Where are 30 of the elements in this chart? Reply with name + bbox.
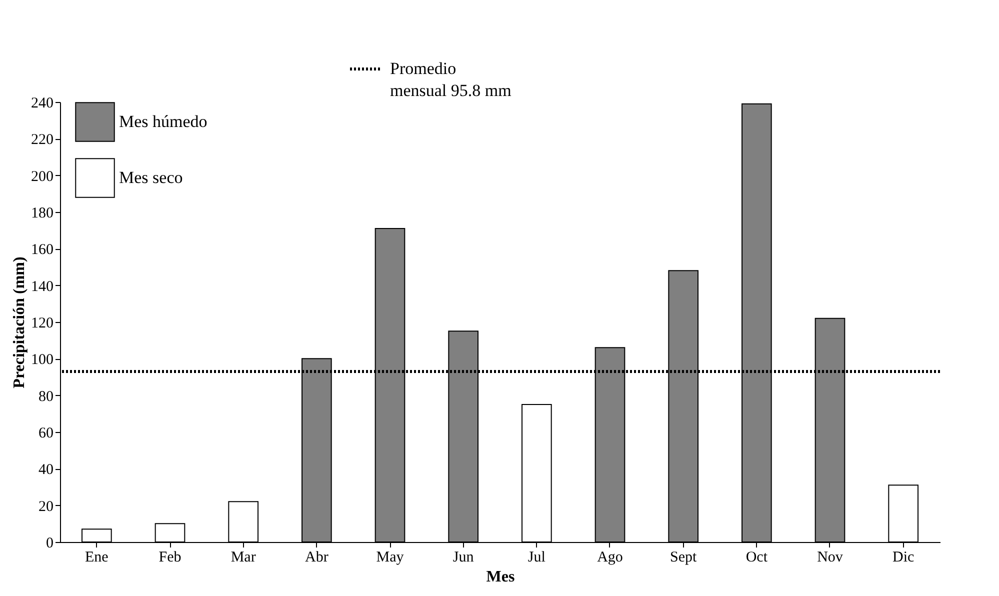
x-tick-label: Ago [597, 550, 623, 566]
legend-label: Mes húmedo [119, 112, 208, 131]
x-tick-label: Feb [158, 550, 182, 566]
y-tick-label: 20 [38, 498, 54, 515]
y-tick-label: 40 [38, 462, 54, 478]
y-tick-label: 240 [31, 96, 54, 112]
x-tick-label: Jun [452, 550, 474, 566]
y-tick-label: 160 [31, 242, 54, 258]
y-tick-label: 60 [38, 426, 54, 442]
y-tick-label: 120 [31, 316, 54, 332]
y-tick-label: 140 [31, 278, 54, 295]
legend-label: Mes seco [119, 168, 183, 187]
y-tick-label: 220 [31, 132, 54, 148]
y-tick-label: 180 [31, 206, 54, 222]
y-tick-label: 200 [31, 168, 54, 185]
legend-label: Promedio mensual 95.8 mm [390, 59, 512, 100]
x-tick-label: Nov [817, 550, 844, 566]
x-axis-title: Mes [486, 568, 515, 586]
x-tick-label: May [376, 550, 404, 566]
x-tick-label: Oct [746, 550, 768, 566]
y-tick-label: 80 [38, 388, 54, 405]
y-axis-title: Precipitación (mm) [11, 256, 28, 388]
x-tick-label: Sept [670, 550, 698, 566]
y-tick-label: 100 [31, 352, 54, 368]
x-tick-label: Abr [305, 550, 328, 566]
x-tick-label: Ene [85, 550, 109, 566]
x-tick-label: Mar [230, 550, 256, 566]
x-tick-label: Jul [528, 550, 546, 566]
x-tick-label: Dic [892, 550, 914, 566]
y-tick-label: 0 [46, 536, 54, 552]
